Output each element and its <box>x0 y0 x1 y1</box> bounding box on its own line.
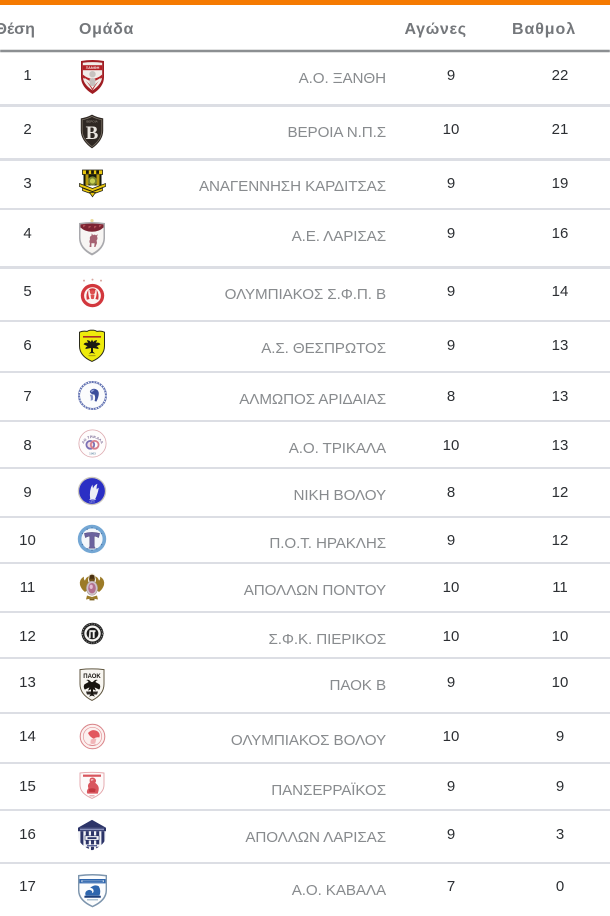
svg-text:1963: 1963 <box>89 451 96 455</box>
svg-text:B: B <box>86 123 99 144</box>
svg-text:ΞΑΝΘΗ: ΞΑΝΘΗ <box>85 66 99 70</box>
svg-text:ΝΙΚΗ: ΝΙΚΗ <box>89 501 95 504</box>
svg-text:ΒΕΡΟΙΑ: ΒΕΡΟΙΑ <box>86 119 97 123</box>
svg-text:ΠΑΟΚ: ΠΑΟΚ <box>83 674 101 680</box>
